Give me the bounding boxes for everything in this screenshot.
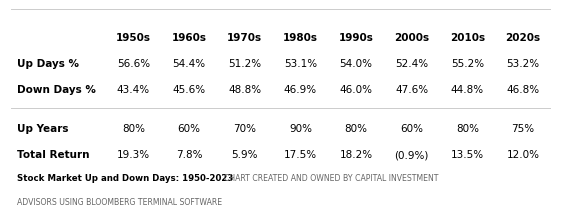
Text: 54.0%: 54.0% [339,59,373,68]
Text: CHART CREATED AND OWNED BY CAPITAL INVESTMENT: CHART CREATED AND OWNED BY CAPITAL INVES… [224,173,439,182]
Text: 18.2%: 18.2% [339,149,373,159]
Text: Up Years: Up Years [17,123,68,133]
Text: 1970s: 1970s [227,33,262,42]
Text: 44.8%: 44.8% [451,84,484,94]
Text: 43.4%: 43.4% [117,84,150,94]
Text: 75%: 75% [511,123,534,133]
Text: 7.8%: 7.8% [176,149,202,159]
Text: 53.1%: 53.1% [284,59,317,68]
Text: 1990s: 1990s [338,33,374,42]
Text: 80%: 80% [122,123,145,133]
Text: 19.3%: 19.3% [117,149,150,159]
Text: 53.2%: 53.2% [506,59,540,68]
Text: 80%: 80% [345,123,368,133]
Text: 60%: 60% [400,123,423,133]
Text: 55.2%: 55.2% [451,59,484,68]
Text: 46.9%: 46.9% [284,84,317,94]
Text: 52.4%: 52.4% [395,59,428,68]
Text: 56.6%: 56.6% [117,59,150,68]
Text: 54.4%: 54.4% [173,59,206,68]
Text: 45.6%: 45.6% [173,84,206,94]
Text: 70%: 70% [233,123,256,133]
Text: Stock Market Up and Down Days: 1950-2023: Stock Market Up and Down Days: 1950-2023 [17,173,233,182]
Text: 2010s: 2010s [450,33,485,42]
Text: 46.0%: 46.0% [339,84,373,94]
Text: 2000s: 2000s [394,33,429,42]
Text: 80%: 80% [456,123,479,133]
Text: 1960s: 1960s [171,33,207,42]
Text: 90%: 90% [289,123,312,133]
Text: Total Return: Total Return [17,149,89,159]
Text: 51.2%: 51.2% [228,59,261,68]
Text: 5.9%: 5.9% [232,149,258,159]
Text: Down Days %: Down Days % [17,84,96,94]
Text: 48.8%: 48.8% [228,84,261,94]
Text: 1980s: 1980s [283,33,318,42]
Text: 13.5%: 13.5% [451,149,484,159]
Text: Up Days %: Up Days % [17,59,79,68]
Text: 1950s: 1950s [116,33,151,42]
Text: 2020s: 2020s [505,33,541,42]
Text: 47.6%: 47.6% [395,84,428,94]
Text: 12.0%: 12.0% [506,149,540,159]
Text: ADVISORS USING BLOOMBERG TERMINAL SOFTWARE: ADVISORS USING BLOOMBERG TERMINAL SOFTWA… [17,197,222,206]
Text: 17.5%: 17.5% [284,149,317,159]
Text: 46.8%: 46.8% [506,84,540,94]
Text: (0.9%): (0.9%) [395,149,429,159]
Text: 60%: 60% [178,123,201,133]
